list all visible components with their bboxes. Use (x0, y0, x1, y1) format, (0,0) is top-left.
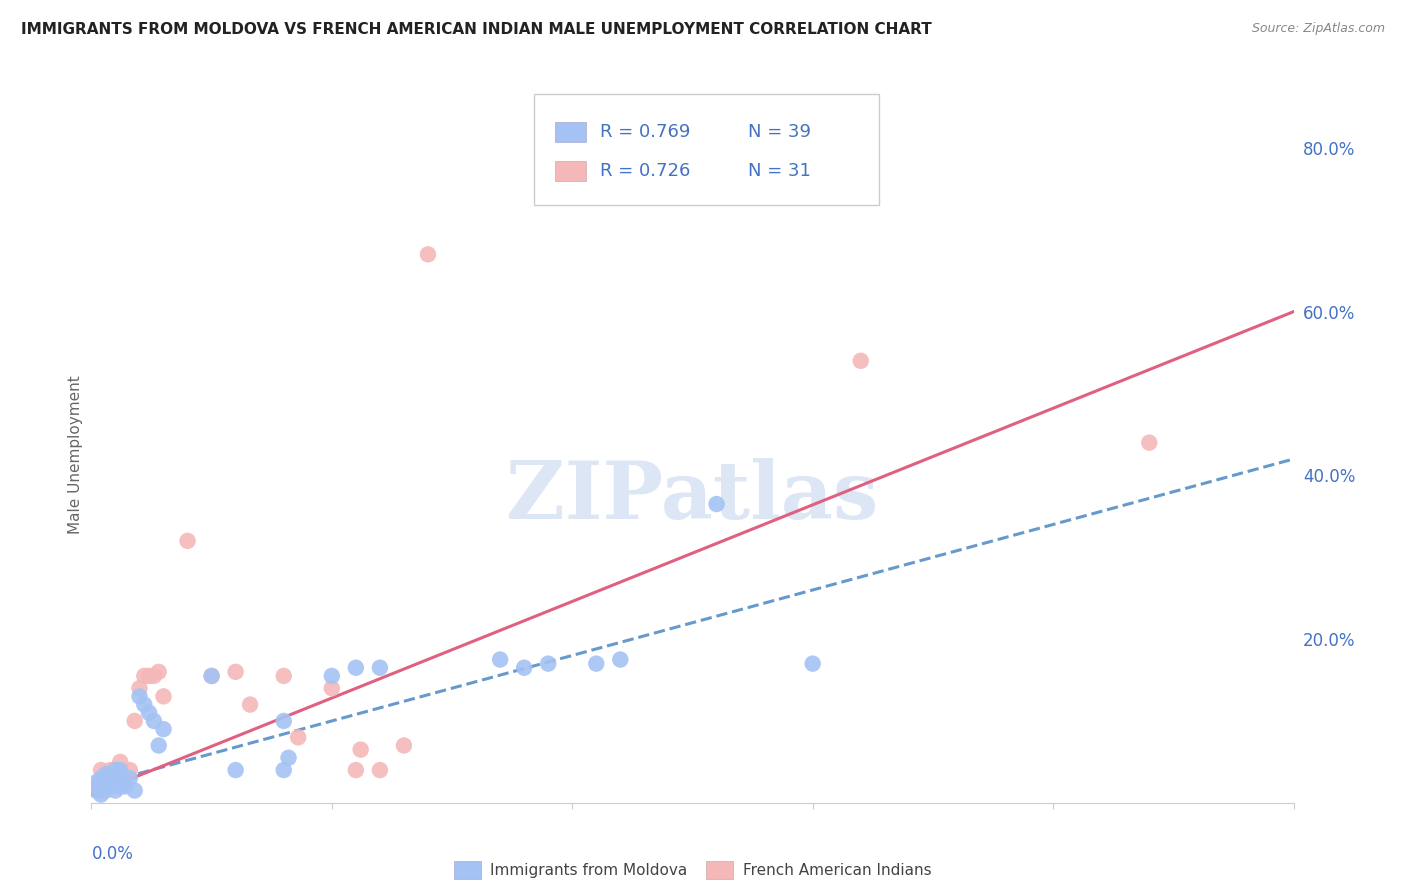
Point (1137, 435, 1160, 450)
Text: 0.0%: 0.0% (91, 845, 134, 863)
Point (368, 763, 391, 777)
Point (225, 665, 247, 679)
Point (90, 771, 112, 785)
Point (128, 690, 150, 704)
Point (104, 771, 127, 785)
Text: R = 0.769: R = 0.769 (600, 123, 690, 141)
Point (124, 714, 146, 728)
Point (537, 657, 560, 671)
Point (90, 780, 112, 794)
Point (344, 661, 367, 675)
Point (201, 669, 224, 683)
Point (94, 767, 117, 781)
Point (104, 783, 127, 797)
Point (142, 669, 165, 683)
Point (392, 739, 415, 753)
Point (94, 783, 117, 797)
Y-axis label: Male Unemployment: Male Unemployment (67, 376, 83, 534)
Point (84, 783, 107, 797)
Point (138, 706, 160, 720)
Point (277, 751, 299, 765)
Point (273, 763, 295, 777)
Text: IMMIGRANTS FROM MOLDOVA VS FRENCH AMERICAN INDIAN MALE UNEMPLOYMENT CORRELATION : IMMIGRANTS FROM MOLDOVA VS FRENCH AMERIC… (21, 22, 932, 37)
Text: ZIPatlas: ZIPatlas (506, 458, 879, 536)
Point (84, 780, 107, 794)
Point (287, 731, 309, 745)
Point (225, 763, 247, 777)
Point (585, 657, 607, 671)
Point (416, 247, 439, 261)
Point (118, 763, 141, 777)
Point (142, 714, 165, 728)
Point (94, 775, 117, 789)
Point (110, 780, 132, 794)
Point (321, 681, 343, 696)
Point (90, 763, 112, 777)
Point (104, 775, 127, 789)
Point (801, 657, 824, 671)
Point (118, 771, 141, 785)
Point (128, 681, 150, 696)
Point (110, 755, 132, 769)
Point (152, 690, 174, 704)
Point (368, 661, 391, 675)
Point (138, 669, 160, 683)
Point (148, 739, 170, 753)
Point (176, 533, 198, 548)
Text: N = 39: N = 39 (748, 123, 811, 141)
Point (114, 780, 136, 794)
Point (114, 775, 136, 789)
Point (609, 652, 631, 666)
Point (513, 661, 536, 675)
Point (90, 788, 112, 802)
Text: N = 31: N = 31 (748, 162, 811, 180)
Point (201, 669, 224, 683)
Legend: Immigrants from Moldova, French American Indians: Immigrants from Moldova, French American… (447, 855, 938, 886)
Point (100, 771, 122, 785)
Point (489, 652, 512, 666)
Text: R = 0.726: R = 0.726 (600, 162, 690, 180)
Point (134, 669, 156, 683)
Text: Source: ZipAtlas.com: Source: ZipAtlas.com (1251, 22, 1385, 36)
Point (148, 665, 170, 679)
Point (90, 783, 112, 797)
Point (104, 763, 127, 777)
Point (321, 669, 343, 683)
Point (100, 775, 122, 789)
Point (706, 497, 728, 511)
Point (849, 353, 872, 368)
Point (239, 698, 262, 712)
Point (344, 763, 367, 777)
Point (110, 763, 132, 777)
Point (84, 775, 107, 789)
Point (124, 783, 146, 797)
Point (273, 669, 295, 683)
Point (152, 722, 174, 736)
Point (350, 742, 373, 756)
Point (100, 780, 122, 794)
Point (134, 698, 156, 712)
Point (273, 714, 295, 728)
Point (100, 763, 122, 777)
Point (94, 780, 117, 794)
